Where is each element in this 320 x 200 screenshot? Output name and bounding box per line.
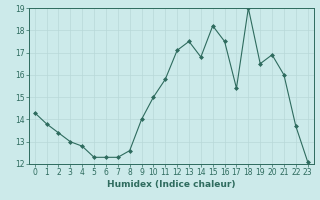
X-axis label: Humidex (Indice chaleur): Humidex (Indice chaleur)	[107, 180, 236, 189]
